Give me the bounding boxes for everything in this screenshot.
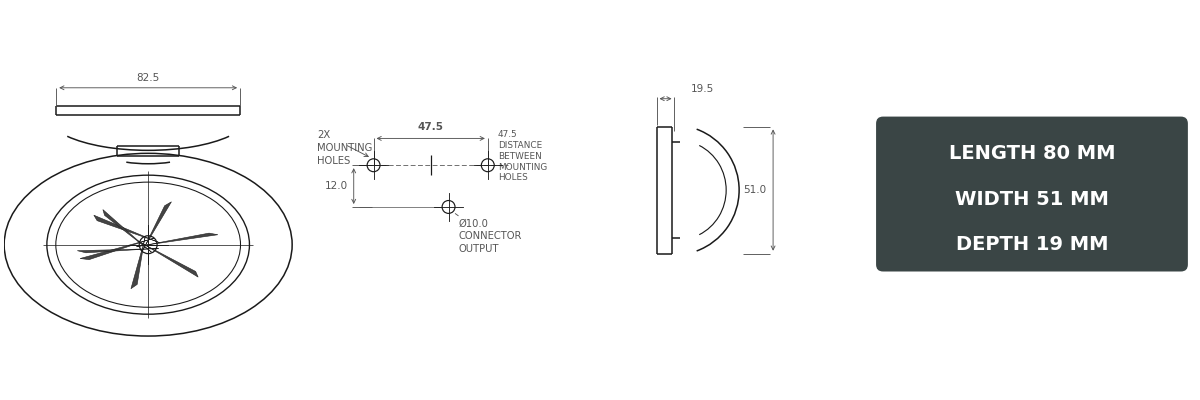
Text: 47.5: 47.5 bbox=[418, 122, 444, 132]
Polygon shape bbox=[131, 237, 145, 289]
Text: 82.5: 82.5 bbox=[137, 73, 160, 83]
Text: LENGTH 80 MM: LENGTH 80 MM bbox=[949, 144, 1115, 163]
Text: WIDTH 51 MM: WIDTH 51 MM bbox=[955, 190, 1109, 208]
Text: 51.0: 51.0 bbox=[743, 185, 766, 195]
Polygon shape bbox=[142, 202, 172, 251]
Polygon shape bbox=[80, 238, 155, 260]
Polygon shape bbox=[77, 248, 158, 253]
Polygon shape bbox=[137, 233, 218, 247]
Polygon shape bbox=[103, 210, 151, 252]
FancyBboxPatch shape bbox=[876, 116, 1188, 272]
Text: 19.5: 19.5 bbox=[690, 84, 714, 94]
Polygon shape bbox=[138, 241, 198, 277]
Text: 47.5
DISTANCE
BETWEEN
MOUNTING
HOLES: 47.5 DISTANCE BETWEEN MOUNTING HOLES bbox=[498, 130, 547, 182]
Text: 12.0: 12.0 bbox=[325, 181, 348, 191]
Text: Ø10.0
CONNECTOR
OUTPUT: Ø10.0 CONNECTOR OUTPUT bbox=[458, 219, 522, 254]
Text: 2X
MOUNTING
HOLES: 2X MOUNTING HOLES bbox=[317, 130, 372, 166]
Text: DEPTH 19 MM: DEPTH 19 MM bbox=[955, 235, 1109, 254]
Polygon shape bbox=[94, 215, 160, 243]
